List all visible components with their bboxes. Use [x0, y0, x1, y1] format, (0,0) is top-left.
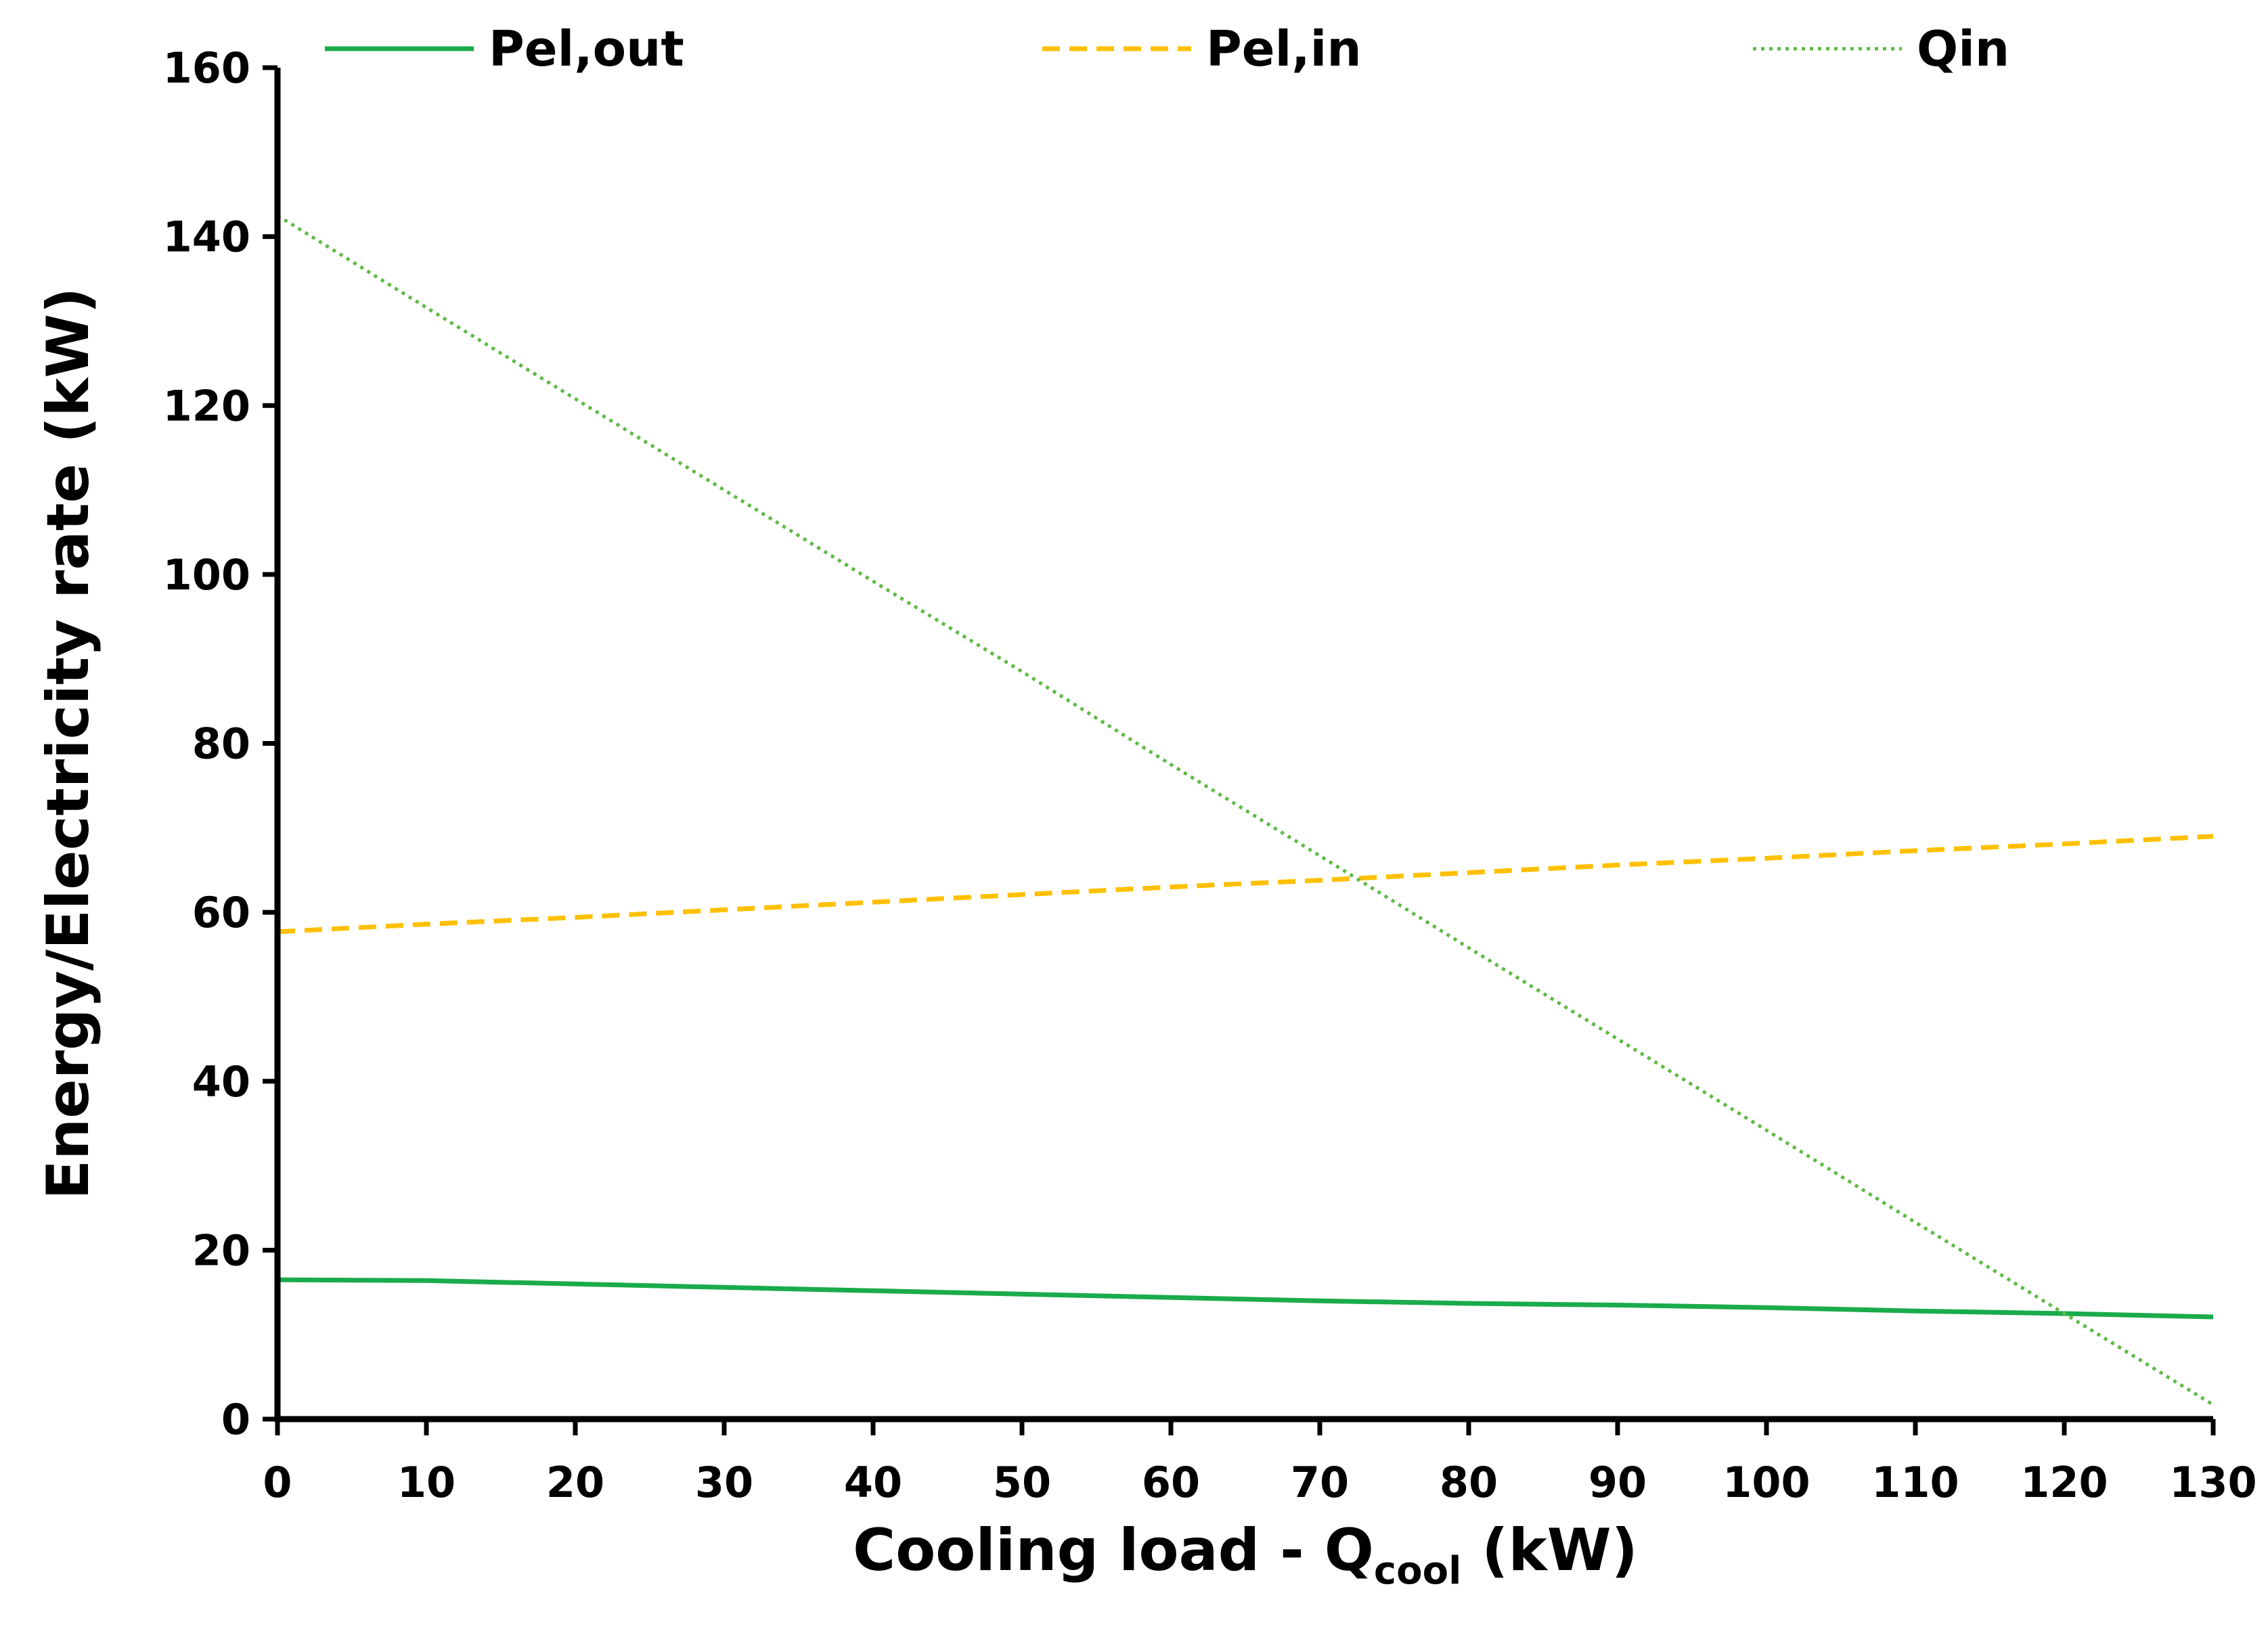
x-tick-label: 100 [1722, 1458, 1810, 1507]
x-tick-label: 90 [1588, 1458, 1647, 1507]
x-tick-label: 130 [2169, 1458, 2256, 1507]
series-line-pel-in [277, 834, 2214, 935]
x-tick-label: 0 [263, 1458, 292, 1507]
x-axis-title: Cooling load - Qcool (kW) [853, 1517, 1638, 1593]
x-tick-label: 50 [993, 1458, 1051, 1507]
y-axis-title: Energy/Electricity rate (kW) [35, 287, 102, 1199]
x-tick-label: 60 [1142, 1458, 1200, 1507]
x-tick-label: 20 [546, 1458, 604, 1507]
x-tick-label: 30 [695, 1458, 753, 1507]
axes [274, 68, 2213, 1423]
x-tick-label: 40 [844, 1458, 902, 1507]
series-line-pel-out [277, 1277, 2214, 1320]
legend-label: Pel,out [489, 20, 684, 77]
y-tick-label: 80 [192, 719, 250, 769]
x-ticks: 0 10 20 30 40 50 60 70 80 90 100 110 120 130 [263, 1419, 2257, 1507]
x-tick-label: 80 [1440, 1458, 1498, 1507]
x-axis-title-main: Cooling load - Q [853, 1517, 1374, 1584]
x-tick-label: 110 [1871, 1458, 1959, 1507]
y-tick-label: 40 [192, 1057, 250, 1106]
legend: Pel,out Pel,in Qin [325, 20, 2009, 77]
y-tick-label: 60 [192, 888, 250, 937]
y-ticks: 0 20 40 60 80 100 120 140 160 [163, 43, 277, 1444]
y-tick-label: 160 [163, 43, 250, 93]
x-axis-title-unit: (kW) [1461, 1517, 1638, 1584]
x-tick-label: 10 [397, 1458, 455, 1507]
x-tick-label: 70 [1291, 1458, 1349, 1507]
y-tick-label: 140 [163, 212, 250, 262]
y-tick-label: 0 [221, 1395, 250, 1444]
y-tick-label: 100 [163, 550, 250, 600]
series-layer [276, 214, 2215, 1406]
x-tick-label: 120 [2020, 1458, 2108, 1507]
y-tick-label: 20 [192, 1226, 250, 1275]
series-line-qin [276, 214, 2215, 1406]
legend-label: Qin [1917, 20, 2009, 77]
legend-label: Pel,in [1206, 20, 1362, 77]
y-tick-label: 120 [163, 381, 250, 430]
x-axis-title-subscript: cool [1374, 1549, 1461, 1593]
